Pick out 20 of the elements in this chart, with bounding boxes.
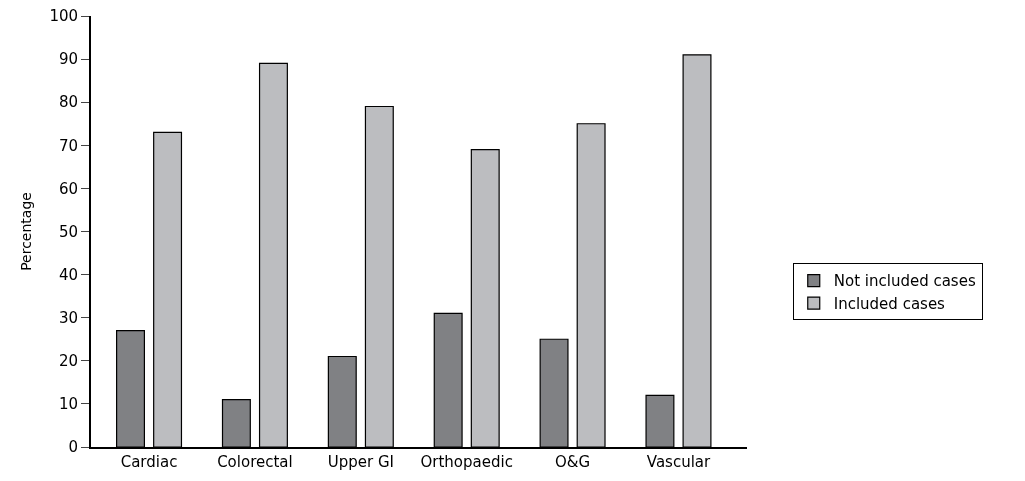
y-tick-label: 20 [58,352,79,371]
y-tick-label: 80 [58,93,79,112]
y-tick-label: 10 [58,395,79,414]
x-tick-label: Orthopaedic [420,452,513,471]
y-tick-label: 60 [58,179,79,198]
x-tick-label: Cardiac [120,452,178,471]
y-tick-label: 30 [58,308,79,327]
y-tick-label: 90 [58,50,79,69]
legend-label: Included cases [833,294,946,313]
y-tick-label: 70 [58,136,79,155]
x-tick-label: O&G [555,452,591,471]
y-tick-label: 0 [68,438,79,457]
legend-label: Not included cases [833,272,976,291]
x-tick-label: Colorectal [217,452,293,471]
y-tick-label: 100 [49,7,79,26]
x-tick-label: Vascular [646,452,711,471]
y-tick-label: 50 [58,222,79,241]
x-tick-label: Upper GI [327,452,394,471]
y-axis-title: Percentage [17,192,34,271]
y-tick-label: 40 [58,265,79,284]
